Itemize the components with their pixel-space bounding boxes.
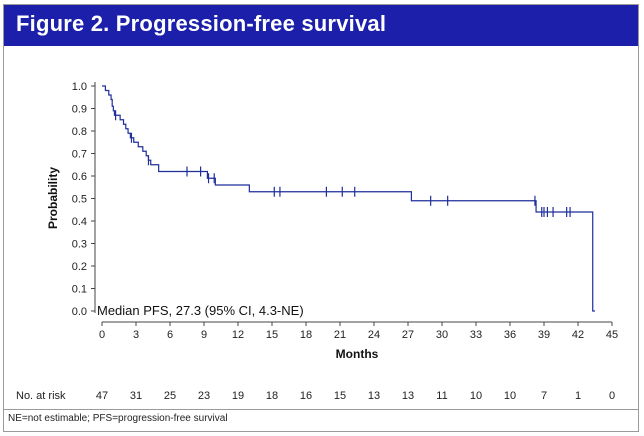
x-tick-label: 36 — [504, 329, 516, 341]
at-risk-value: 23 — [198, 390, 210, 402]
y-tick-label: 0.1 — [72, 284, 87, 296]
at-risk-value: 11 — [436, 390, 447, 402]
x-tick-label: 39 — [538, 329, 550, 341]
curve-layer — [102, 85, 595, 312]
footnote-divider — [4, 409, 638, 410]
at-risk-label: No. at risk — [16, 390, 66, 402]
y-tick-label: 0.6 — [72, 171, 87, 183]
at-risk-value: 31 — [130, 390, 142, 402]
axes: 0.00.10.20.30.40.50.60.70.80.91.00 3 6 9 12 1… — [72, 81, 618, 341]
x-tick-label: 42 — [572, 329, 584, 341]
y-tick-label: 0.8 — [72, 126, 87, 138]
figure-title: Figure 2. Progression-free survival — [16, 11, 387, 36]
x-tick-label: 9 — [201, 329, 207, 341]
x-tick-label: 30 — [436, 329, 448, 341]
at-risk-value: 47 — [96, 390, 108, 402]
at-risk-value: 16 — [300, 390, 312, 402]
x-tick-label: 21 — [334, 329, 346, 341]
y-tick-label: 0.3 — [72, 239, 87, 251]
x-tick-label: 3 — [133, 329, 139, 341]
at-risk-value: 25 — [164, 390, 176, 402]
y-tick-label: 0.5 — [72, 194, 87, 206]
x-tick-label: 27 — [402, 329, 414, 341]
y-axis-title: Probability — [46, 167, 60, 229]
at-risk-row: 47 31 25 23 19 18 16 15 13 13 11 10 10 7 1 0 — [96, 390, 615, 402]
x-tick-label: 15 — [266, 329, 278, 341]
at-risk-value: 19 — [232, 390, 244, 402]
y-tick-label: 0.2 — [72, 261, 87, 273]
x-tick-label: 0 — [99, 329, 105, 341]
x-tick-label: 33 — [470, 329, 482, 341]
y-tick-label: 0.4 — [72, 216, 87, 228]
at-risk-value: 0 — [609, 390, 615, 402]
y-tick-label: 0.7 — [72, 149, 87, 161]
x-tick-label: 18 — [300, 329, 312, 341]
at-risk-value: 15 — [334, 390, 346, 402]
at-risk-value: 13 — [368, 390, 380, 402]
x-tick-label: 24 — [368, 329, 380, 341]
at-risk-value: 1 — [575, 390, 581, 402]
at-risk-value: 7 — [541, 390, 547, 402]
y-tick-label: 0.0 — [72, 306, 87, 318]
x-tick-label: 6 — [167, 329, 173, 341]
y-tick-label: 1.0 — [72, 81, 87, 93]
x-tick-label: 12 — [232, 329, 244, 341]
at-risk-value: 18 — [266, 390, 278, 402]
figure-frame — [3, 4, 639, 432]
censor-marks — [114, 110, 571, 217]
at-risk-value: 13 — [402, 390, 414, 402]
y-tick-label: 0.9 — [72, 104, 87, 116]
footnote: NE=not estimable; PFS=progression-free s… — [8, 413, 228, 424]
at-risk-value: 10 — [504, 390, 516, 402]
x-axis-title: Months — [336, 347, 379, 361]
at-risk-value: 10 — [470, 390, 482, 402]
median-annotation: Median PFS, 27.3 (95% CI, 4.3-NE) — [97, 303, 304, 318]
x-tick-label: 45 — [606, 329, 618, 341]
pfs-curve — [102, 85, 595, 312]
title-banner: Figure 2. Progression-free survival — [4, 5, 638, 46]
